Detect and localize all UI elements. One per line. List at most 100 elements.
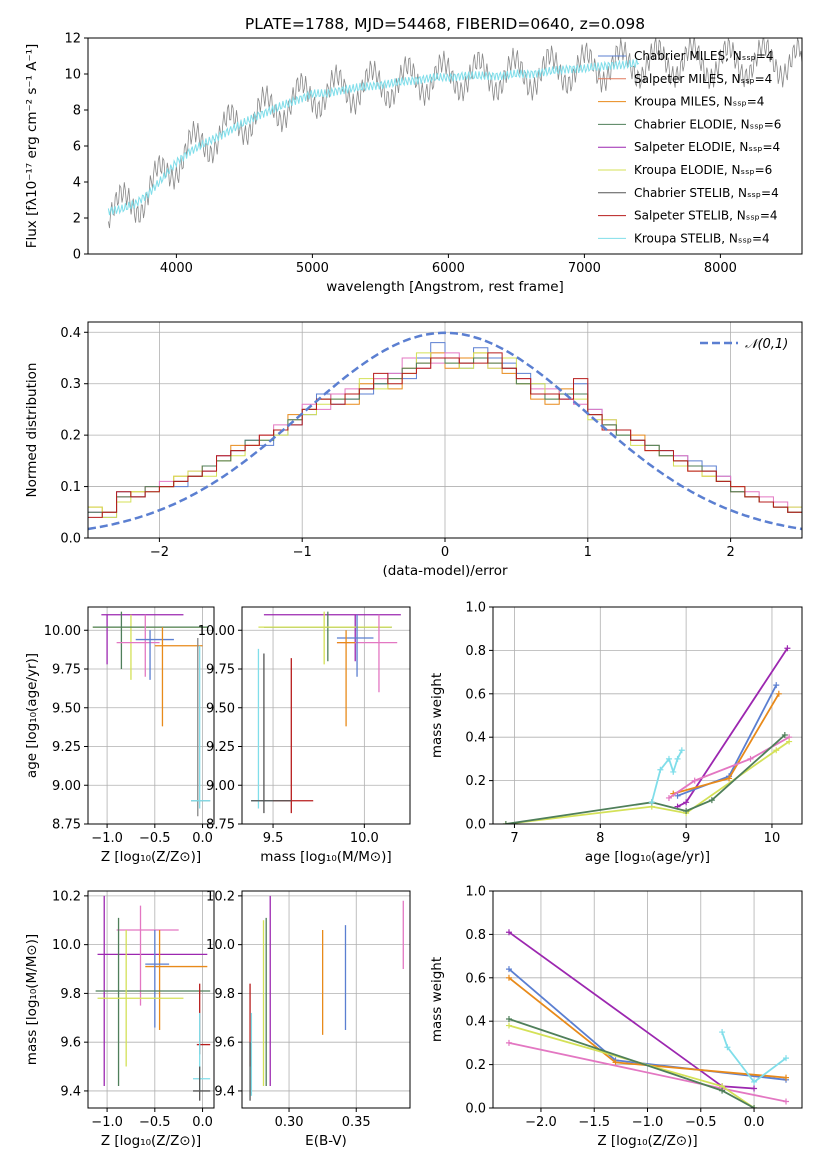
y-tick-label: 9.4 bbox=[60, 1084, 81, 1099]
x-tick-label: 9 bbox=[682, 831, 690, 846]
plot-area bbox=[251, 611, 401, 814]
x-axis-label: E(B-V) bbox=[305, 1133, 347, 1149]
weight-point-marker bbox=[502, 821, 509, 824]
axes-frame bbox=[87, 890, 215, 1109]
y-tick-label: 10.0 bbox=[52, 938, 81, 953]
weight-point-marker bbox=[781, 732, 788, 739]
weight-point-marker bbox=[657, 766, 664, 773]
weight-point-marker bbox=[670, 768, 677, 775]
y-tick-label: 4 bbox=[73, 176, 81, 191]
weight-point-marker bbox=[783, 1098, 790, 1105]
spectrum-model-line bbox=[107, 59, 640, 216]
weight-point-marker bbox=[783, 1055, 790, 1062]
weight-series-line bbox=[721, 1031, 787, 1084]
weight-point-marker bbox=[775, 690, 782, 697]
chart-residuals: −2 −1 0 1 2 0.0 0.1 0.2 0.3 0.4 (data-model)/error… bbox=[24, 321, 803, 579]
weight-point-marker bbox=[751, 1105, 758, 1108]
weight-point-marker bbox=[674, 792, 681, 799]
y-tick-label: 8.75 bbox=[52, 818, 81, 833]
x-tick-label: 8 bbox=[596, 831, 604, 846]
y-tick-label: 9.50 bbox=[206, 701, 235, 716]
weight-point-marker bbox=[751, 1085, 758, 1092]
weight-point-marker bbox=[505, 1039, 512, 1046]
y-tick-label: 0.2 bbox=[465, 774, 486, 789]
spectrum-data-line bbox=[108, 38, 802, 229]
weight-point-marker bbox=[691, 777, 698, 784]
weight-point-marker bbox=[505, 974, 512, 981]
legend-label: Chabrier ELODIE, Nₛₛₚ=6 bbox=[634, 117, 781, 131]
y-tick-label: 9.00 bbox=[52, 779, 81, 794]
x-tick-label: 10.0 bbox=[350, 831, 379, 846]
weight-series-line bbox=[508, 1024, 755, 1108]
x-tick-label: 0.0 bbox=[192, 1115, 213, 1130]
legend-label: Kroupa ELODIE, Nₛₛₚ=6 bbox=[634, 163, 772, 177]
y-axis-label: Normed distribution bbox=[24, 363, 40, 498]
plot-area bbox=[505, 929, 790, 1108]
weight-point-marker bbox=[708, 797, 715, 804]
y-tick-label: 0.4 bbox=[465, 1015, 486, 1030]
legend-label: Chabrier MILES, Nₛₛₚ=4 bbox=[634, 49, 774, 63]
axes-frame bbox=[241, 606, 411, 825]
weight-point-marker bbox=[665, 755, 672, 762]
y-tick-label: 0.2 bbox=[60, 429, 81, 444]
x-axis-label: Z [log₁₀(Z/Z⊙)] bbox=[101, 849, 201, 865]
y-tick-label: 0.8 bbox=[465, 928, 486, 943]
weight-point-marker bbox=[747, 755, 754, 762]
x-tick-label: 0.35 bbox=[342, 1115, 371, 1130]
y-axis-label: mass weight bbox=[429, 957, 445, 1042]
x-tick-label: −1.0 bbox=[632, 1115, 664, 1130]
chart-spectrum: 4000 5000 6000 7000 8000 0 2 4 6 8 10 12 wavelength … bbox=[24, 15, 803, 295]
x-tick-label: 2 bbox=[726, 545, 734, 560]
legend-label: Salpeter MILES, Nₛₛₚ=4 bbox=[634, 72, 772, 86]
chart-age_vs_mass: 9.5 10.0 8.75 9.00 9.25 9.50 9.75 10.00 mass [lo… bbox=[198, 606, 411, 865]
plot-area bbox=[502, 645, 793, 824]
y-tick-label: 10 bbox=[64, 68, 81, 83]
x-axis-label: (data-model)/error bbox=[382, 563, 508, 579]
y-tick-label: 0.4 bbox=[465, 731, 486, 746]
y-tick-label: 0.3 bbox=[60, 377, 81, 392]
x-axis-label: mass [log₁₀(M/M⊙)] bbox=[260, 849, 391, 865]
chart-age_vs_Z: −1.0 −0.5 0.0 8.75 9.00 9.25 9.50 9.75 10.00 Z [l… bbox=[24, 606, 215, 865]
legend-label: Kroupa MILES, Nₛₛₚ=4 bbox=[634, 95, 764, 109]
x-tick-label: 7 bbox=[510, 831, 518, 846]
x-tick-label: −0.5 bbox=[685, 1115, 717, 1130]
x-tick-label: 0.0 bbox=[192, 831, 213, 846]
weight-point-marker bbox=[719, 1087, 726, 1094]
y-tick-label: 9.6 bbox=[60, 1036, 81, 1051]
legend-label: 𝒩(0,1) bbox=[745, 337, 788, 352]
y-tick-label: 9.75 bbox=[206, 663, 235, 678]
weight-point-marker bbox=[719, 1029, 726, 1036]
chart-weight_vs_age: 7 8 9 10 0.0 0.2 0.4 0.6 0.8 1.0 age [log₁₀(age/yr… bbox=[429, 601, 803, 865]
weight-point-marker bbox=[751, 1078, 758, 1085]
weight-point-marker bbox=[773, 747, 780, 754]
y-tick-label: 12 bbox=[64, 32, 81, 47]
weight-point-marker bbox=[505, 929, 512, 936]
weight-point-marker bbox=[505, 966, 512, 973]
weight-point-marker bbox=[674, 755, 681, 762]
weight-point-marker bbox=[612, 1059, 619, 1066]
y-tick-label: 0.0 bbox=[60, 532, 81, 547]
legend-label: Salpeter STELIB, Nₛₛₚ=4 bbox=[634, 209, 778, 223]
y-tick-label: 6 bbox=[73, 140, 81, 155]
y-tick-label: 0.0 bbox=[465, 1102, 486, 1117]
y-tick-label: 9.4 bbox=[214, 1084, 235, 1099]
legend-label: Chabrier STELIB, Nₛₛₚ=4 bbox=[634, 186, 779, 200]
x-tick-label: −0.5 bbox=[139, 831, 171, 846]
y-tick-label: 9.6 bbox=[214, 1036, 235, 1051]
weight-point-marker bbox=[505, 1022, 512, 1029]
x-tick-label: 0.0 bbox=[744, 1115, 765, 1130]
x-tick-label: −2 bbox=[150, 545, 169, 560]
y-tick-label: 9.25 bbox=[206, 740, 235, 755]
weight-point-marker bbox=[724, 1044, 731, 1051]
weight-point-marker bbox=[678, 747, 685, 754]
x-tick-label: 6000 bbox=[432, 261, 465, 276]
chart-weight_vs_Z: −2.0 −1.5 −1.0 −0.5 0.0 0.0 0.2 0.4 0.6 0.8 1.0 Z [… bbox=[429, 885, 803, 1149]
y-axis-label: age [log₁₀(age/yr)] bbox=[24, 653, 40, 778]
x-tick-label: −1.5 bbox=[578, 1115, 610, 1130]
x-tick-label: −1.0 bbox=[91, 831, 123, 846]
y-tick-label: 2 bbox=[73, 212, 81, 227]
legend-label: Salpeter ELODIE, Nₛₛₚ=4 bbox=[634, 140, 780, 154]
y-axis-label: mass [log₁₀(M/M⊙)] bbox=[24, 934, 40, 1065]
chart-mass_vs_EBV: 0.30 0.35 9.4 9.6 9.8 10.0 10.2 E(B-V) bbox=[206, 889, 411, 1149]
plot-area bbox=[92, 611, 211, 817]
